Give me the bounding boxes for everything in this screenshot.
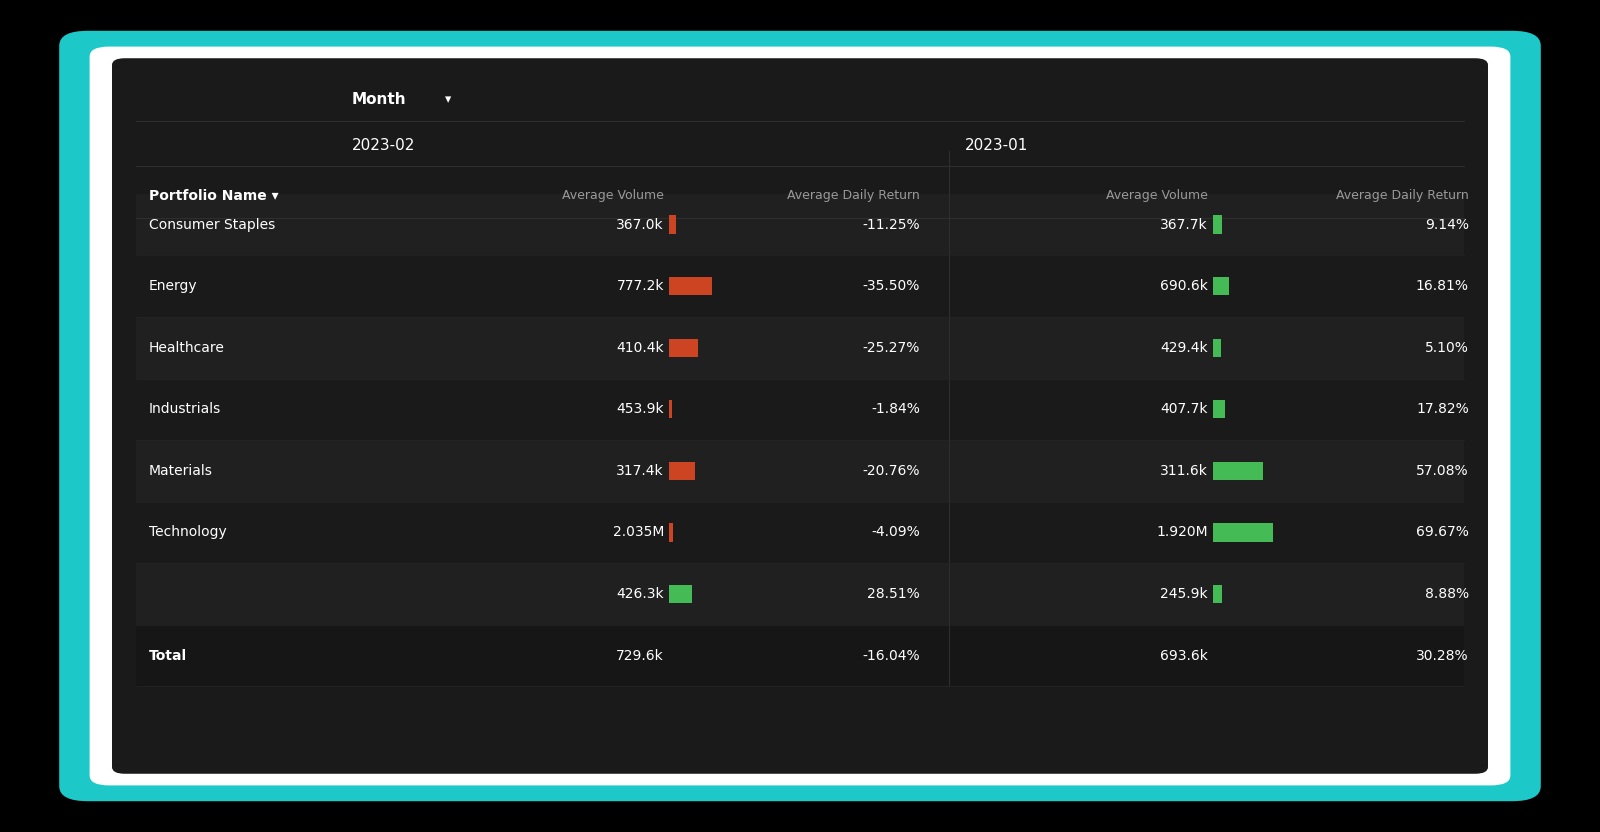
Text: 693.6k: 693.6k	[1160, 649, 1208, 662]
Bar	[669, 339, 698, 357]
Text: 311.6k: 311.6k	[1160, 464, 1208, 478]
Bar	[1213, 277, 1229, 295]
FancyBboxPatch shape	[90, 47, 1510, 785]
Text: 453.9k: 453.9k	[616, 403, 664, 416]
Text: 429.4k: 429.4k	[1160, 341, 1208, 354]
Text: Consumer Staples: Consumer Staples	[149, 218, 275, 231]
Text: 17.82%: 17.82%	[1416, 403, 1469, 416]
Bar	[669, 215, 677, 234]
FancyBboxPatch shape	[112, 58, 1488, 774]
Bar	[136, 440, 1464, 502]
Text: 367.0k: 367.0k	[616, 218, 664, 231]
Text: Energy: Energy	[149, 280, 197, 293]
Bar	[669, 277, 712, 295]
Text: 16.81%: 16.81%	[1416, 280, 1469, 293]
Text: -16.04%: -16.04%	[862, 649, 920, 662]
Text: -1.84%: -1.84%	[870, 403, 920, 416]
Bar	[136, 255, 1464, 317]
Text: Average Daily Return: Average Daily Return	[1336, 189, 1469, 202]
Bar	[669, 400, 672, 418]
Text: 2023-02: 2023-02	[352, 138, 416, 153]
Bar	[669, 585, 691, 603]
Text: 57.08%: 57.08%	[1416, 464, 1469, 478]
Text: 1.920M: 1.920M	[1157, 526, 1208, 539]
Text: Average Volume: Average Volume	[1106, 189, 1208, 202]
Text: Average Daily Return: Average Daily Return	[787, 189, 920, 202]
Bar	[669, 523, 674, 542]
Text: 245.9k: 245.9k	[1160, 587, 1208, 601]
Bar	[136, 625, 1464, 686]
Text: Technology: Technology	[149, 526, 227, 539]
Text: Industrials: Industrials	[149, 403, 221, 416]
Bar	[1213, 339, 1221, 357]
Bar	[1213, 215, 1222, 234]
Text: Materials: Materials	[149, 464, 213, 478]
Text: -11.25%: -11.25%	[862, 218, 920, 231]
Bar	[1213, 400, 1226, 418]
Text: 729.6k: 729.6k	[616, 649, 664, 662]
Bar	[1213, 462, 1262, 480]
Bar	[136, 194, 1464, 255]
Text: -25.27%: -25.27%	[862, 341, 920, 354]
FancyBboxPatch shape	[59, 31, 1541, 801]
Bar	[1213, 585, 1222, 603]
Bar	[136, 563, 1464, 625]
Text: -4.09%: -4.09%	[872, 526, 920, 539]
Bar	[136, 502, 1464, 563]
Text: Portfolio Name ▾: Portfolio Name ▾	[149, 189, 278, 202]
Bar	[136, 379, 1464, 440]
Text: 2.035M: 2.035M	[613, 526, 664, 539]
Text: 426.3k: 426.3k	[616, 587, 664, 601]
Text: Month: Month	[352, 92, 406, 107]
Text: -35.50%: -35.50%	[862, 280, 920, 293]
Text: 9.14%: 9.14%	[1424, 218, 1469, 231]
Text: 367.7k: 367.7k	[1160, 218, 1208, 231]
Text: 28.51%: 28.51%	[867, 587, 920, 601]
Text: 2023-01: 2023-01	[965, 138, 1029, 153]
Text: 317.4k: 317.4k	[616, 464, 664, 478]
Text: 690.6k: 690.6k	[1160, 280, 1208, 293]
Text: Total: Total	[149, 649, 187, 662]
Text: Healthcare: Healthcare	[149, 341, 224, 354]
Text: 69.67%: 69.67%	[1416, 526, 1469, 539]
Bar	[1213, 523, 1274, 542]
Text: 410.4k: 410.4k	[616, 341, 664, 354]
Text: Average Volume: Average Volume	[562, 189, 664, 202]
Text: 777.2k: 777.2k	[616, 280, 664, 293]
Text: -20.76%: -20.76%	[862, 464, 920, 478]
Text: 30.28%: 30.28%	[1416, 649, 1469, 662]
Text: 8.88%: 8.88%	[1424, 587, 1469, 601]
Text: 407.7k: 407.7k	[1160, 403, 1208, 416]
Text: 5.10%: 5.10%	[1426, 341, 1469, 354]
Text: ▾: ▾	[445, 93, 451, 106]
Bar	[136, 317, 1464, 379]
Bar	[669, 462, 694, 480]
